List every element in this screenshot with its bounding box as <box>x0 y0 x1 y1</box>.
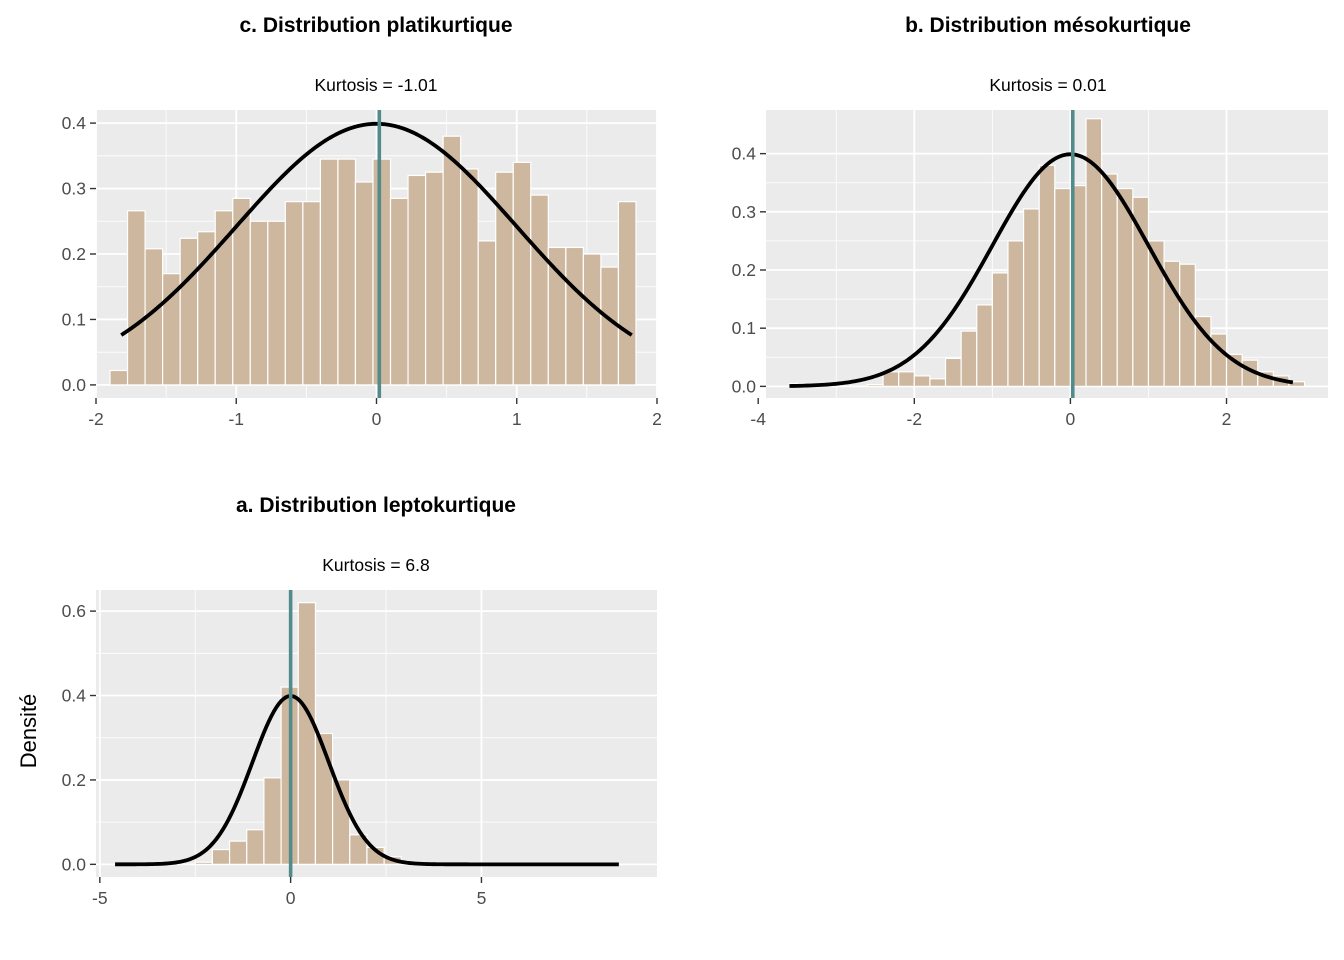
density-curve <box>120 121 633 337</box>
x-tick-label: 0 <box>1066 409 1076 429</box>
y-tick-label: 0.1 <box>732 318 756 338</box>
histogram-bar <box>866 384 884 387</box>
axes: -2 -1 0 1 2 0.0 0.1 0.2 0.3 0.4 <box>62 113 662 429</box>
histogram-bar <box>1288 381 1306 387</box>
y-tick-label: 0.0 <box>732 376 757 396</box>
y-tick-label: 0.3 <box>62 179 86 199</box>
y-tick-label: 0.2 <box>62 244 86 264</box>
histogram-bar <box>1179 263 1196 387</box>
histogram-bar <box>460 168 479 386</box>
x-tick-label: 0 <box>286 888 296 908</box>
histogram-bar <box>194 861 213 865</box>
panel-title: b. Distribution mésokurtique <box>905 14 1191 37</box>
normal-density-line <box>115 694 619 867</box>
histogram-bar <box>297 602 317 865</box>
histogram-bar <box>477 240 497 386</box>
y-tick-label: 0.3 <box>732 202 756 222</box>
histogram-bar <box>565 246 584 386</box>
panel-title: a. Distribution leptokurtique <box>236 494 516 517</box>
histogram-bar <box>126 210 146 386</box>
y-tick-label: 0.4 <box>62 686 87 706</box>
histogram-bar <box>582 253 602 386</box>
panel-platykurtic: c. Distribution platikurtique Kurtosis =… <box>62 14 662 429</box>
histogram-bar <box>424 171 444 386</box>
histogram-bar <box>976 304 993 387</box>
histogram-bar <box>1054 187 1072 387</box>
histogram-bar <box>442 135 462 386</box>
histogram-bar <box>512 161 532 386</box>
x-tick-label: -2 <box>88 409 104 429</box>
panel-background <box>96 590 657 877</box>
histogram-bar <box>302 201 321 386</box>
y-tick-label: 0.2 <box>732 260 756 280</box>
histogram-bar <box>214 210 234 386</box>
histogram-bar <box>407 174 427 386</box>
x-tick-label: -1 <box>228 409 244 429</box>
y-axis-label: Densité <box>16 694 41 769</box>
histogram-bar <box>319 158 339 386</box>
histogram-bar <box>263 777 282 865</box>
x-tick-label: 0 <box>372 409 382 429</box>
histogram-bar <box>991 272 1009 387</box>
panel-leptokurtic: a. Distribution leptokurtique Kurtosis =… <box>62 494 657 908</box>
histogram-bar <box>228 840 248 865</box>
panel-title: c. Distribution platikurtique <box>239 14 512 37</box>
histogram-bar <box>109 369 129 386</box>
histogram-bar <box>898 371 915 387</box>
x-tick-label: -2 <box>907 409 923 429</box>
axes: -5 0 5 0.0 0.2 0.4 0.6 <box>62 601 487 908</box>
histogram-bar <box>354 181 374 386</box>
histogram-bar <box>211 848 231 865</box>
histogram-bar <box>1038 164 1056 387</box>
y-tick-label: 0.1 <box>62 309 86 329</box>
y-tick-label: 0.4 <box>62 113 87 133</box>
histogram-bars <box>788 118 1306 387</box>
normal-density-line <box>789 152 1294 388</box>
panel-mesokurtic: b. Distribution mésokurtique Kurtosis = … <box>732 14 1328 429</box>
histogram-bar <box>913 375 931 387</box>
panel-subtitle: Kurtosis = -1.01 <box>314 75 437 95</box>
histogram-bar <box>284 201 304 386</box>
x-tick-label: -5 <box>92 888 108 908</box>
histogram-bar <box>267 220 286 386</box>
x-tick-label: 1 <box>512 409 522 429</box>
histogram-bar <box>547 246 567 386</box>
histogram-bar <box>246 829 265 865</box>
y-tick-label: 0.6 <box>62 601 86 621</box>
normal-density-line <box>120 121 633 337</box>
x-tick-label: 5 <box>477 888 487 908</box>
histogram-bar <box>1022 208 1040 387</box>
histogram-bar <box>1101 173 1118 387</box>
x-tick-label: 2 <box>652 409 662 429</box>
histogram-bar <box>960 330 978 387</box>
density-curve <box>115 694 619 867</box>
y-tick-label: 0.4 <box>732 144 757 164</box>
y-tick-label: 0.0 <box>62 854 87 874</box>
histogram-bar <box>372 158 392 386</box>
y-tick-label: 0.0 <box>62 375 87 395</box>
histogram-bar <box>530 194 549 386</box>
x-tick-label: 2 <box>1222 409 1232 429</box>
histogram-bar <box>1116 187 1134 387</box>
histogram-bars <box>194 602 402 865</box>
density-curve <box>789 152 1294 388</box>
y-tick-label: 0.2 <box>62 770 86 790</box>
histogram-bar <box>337 158 357 386</box>
histogram-bar <box>929 378 947 387</box>
panel-subtitle: Kurtosis = 6.8 <box>322 555 430 575</box>
panel-subtitle: Kurtosis = 0.01 <box>989 75 1106 95</box>
histogram-bar <box>617 201 637 386</box>
histogram-bar <box>249 220 269 386</box>
histogram-bar <box>1007 240 1025 387</box>
histogram-bar <box>389 197 409 386</box>
histogram-bar <box>944 357 962 387</box>
histogram-bar <box>179 237 199 386</box>
axes: -4 -2 0 2 0.0 0.1 0.2 0.3 0.4 <box>732 144 1232 429</box>
x-tick-label: -4 <box>750 409 766 429</box>
